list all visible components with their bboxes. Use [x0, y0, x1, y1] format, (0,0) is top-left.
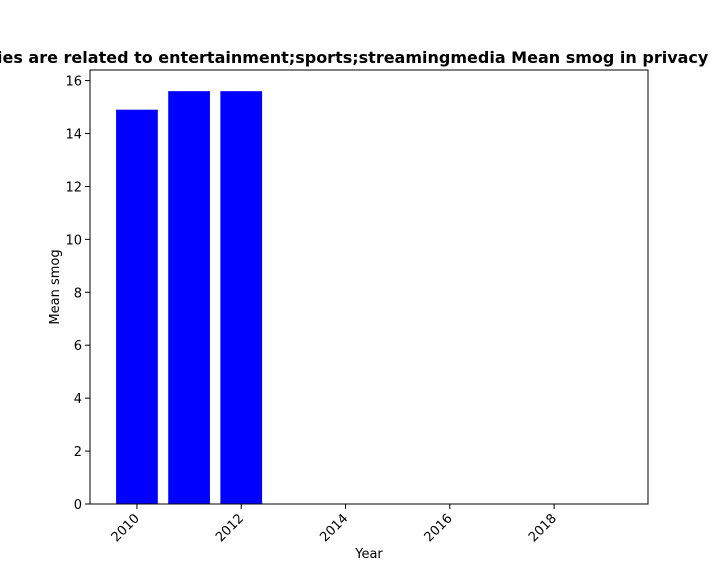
y-tick-label: 8 [74, 286, 82, 301]
chart-title: ies are related to entertainment;sports;… [0, 48, 709, 67]
y-tick-label: 4 [74, 392, 82, 407]
y-axis: 0 2 4 6 8 10 12 14 16 [65, 75, 90, 513]
x-axis: 2010 2012 2014 2016 2018 [109, 504, 560, 545]
plot-frame [89, 69, 649, 505]
x-axis-label: Year [354, 547, 383, 562]
x-tick-label: 2016 [422, 511, 456, 545]
x-tick-label: 2012 [213, 511, 247, 545]
y-tick-label: 14 [65, 128, 82, 143]
y-tick-label: 12 [65, 180, 82, 195]
y-tick-label: 0 [74, 498, 82, 513]
x-tick-label: 2014 [317, 511, 351, 545]
y-tick-label: 2 [74, 445, 82, 460]
bar-2011 [168, 91, 210, 505]
bar-2012 [220, 91, 263, 505]
bar-2010 [116, 109, 158, 504]
x-tick-label: 2010 [109, 511, 143, 545]
bars-group [116, 91, 263, 505]
y-tick-label: 6 [74, 339, 82, 354]
y-tick-label: 10 [65, 233, 82, 248]
y-axis-label: Mean smog [48, 249, 63, 324]
x-tick-label: 2018 [526, 511, 560, 545]
y-tick-label: 16 [65, 75, 82, 90]
